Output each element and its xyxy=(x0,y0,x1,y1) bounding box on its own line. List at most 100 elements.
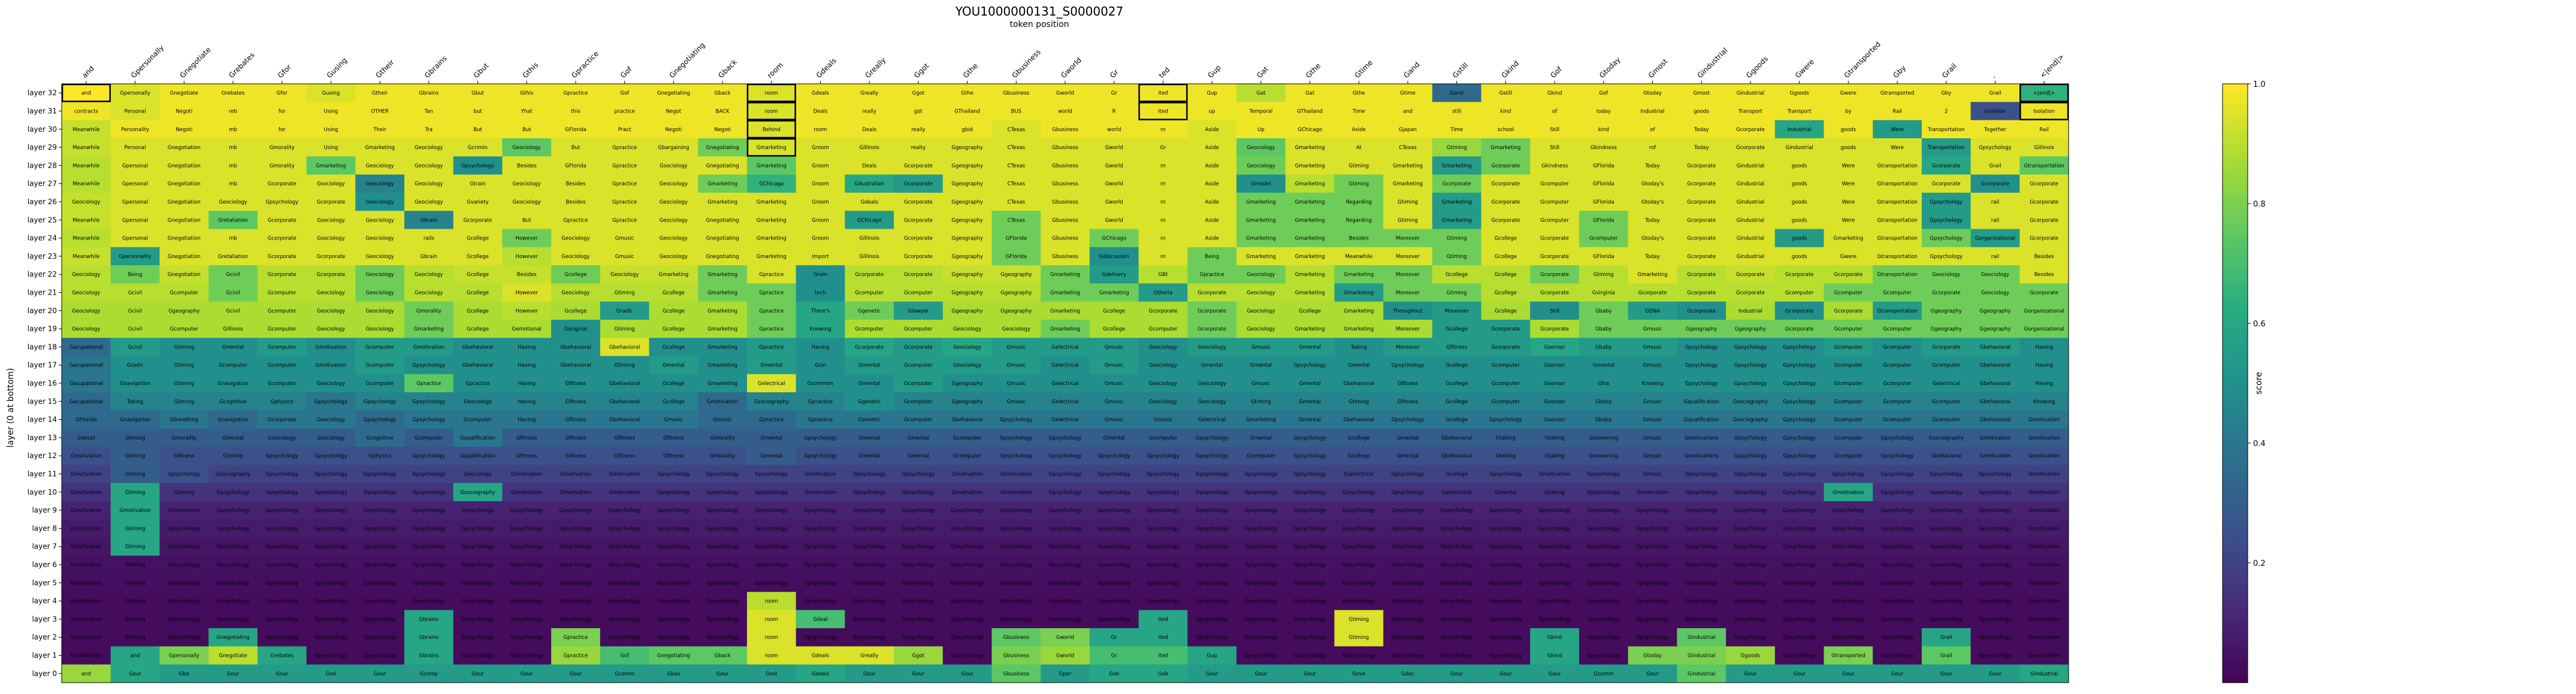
cell-label: Gpsychology xyxy=(461,163,494,169)
y-tick-label: layer 26 xyxy=(28,198,57,206)
heatmap-cell xyxy=(845,265,894,284)
heatmap-cell xyxy=(1334,555,1384,574)
cell-label: Gmotivation xyxy=(560,490,591,496)
heatmap-cell xyxy=(600,356,649,375)
heatmap-cell xyxy=(1921,174,1972,193)
heatmap-cell xyxy=(1824,610,1873,629)
heatmap-cell xyxy=(1873,555,1922,574)
heatmap-cell xyxy=(1089,483,1139,502)
heatmap-cell xyxy=(1873,483,1922,502)
cell-label: Gsensor xyxy=(1544,381,1565,387)
heatmap-cell xyxy=(698,138,748,157)
heatmap-cell xyxy=(1774,501,1824,520)
cell-label: Gcomputer xyxy=(464,417,492,423)
heatmap-cell xyxy=(1089,628,1139,647)
cell-label: Gpsychology xyxy=(657,526,690,532)
cell-label: Gour xyxy=(1793,671,1806,677)
heatmap-cell xyxy=(1970,156,2020,175)
heatmap-cell xyxy=(502,537,552,556)
cell-label: Up xyxy=(1257,127,1265,133)
colorbar-segment xyxy=(2223,178,2248,184)
heatmap-cell xyxy=(1138,211,1188,229)
heatmap-cell xyxy=(845,192,894,211)
heatmap-cell xyxy=(1041,265,1090,284)
heatmap-cell xyxy=(110,628,160,647)
heatmap-cell xyxy=(942,537,992,556)
heatmap-cell xyxy=(1921,319,1972,338)
cell-label: Geociology xyxy=(1981,272,2009,278)
heatmap-cell xyxy=(991,537,1041,556)
cell-label: Gtiming xyxy=(1398,199,1418,205)
cell-label: Gpsychology xyxy=(560,599,592,605)
heatmap-cell xyxy=(1579,319,1629,338)
cell-label: Gpsychology xyxy=(1097,490,1130,496)
heatmap-cell xyxy=(1089,338,1139,357)
heatmap-cell xyxy=(1089,211,1139,229)
cell-label: Gtiming xyxy=(125,526,146,532)
cell-label: Gpsychology xyxy=(1979,472,2012,478)
cell-label: Transportation xyxy=(1927,127,1964,133)
heatmap-cell xyxy=(2019,610,2069,629)
heatmap-cell xyxy=(306,646,356,665)
cell-label: rn xyxy=(1160,163,1166,169)
heatmap-cell xyxy=(1774,392,1824,411)
heatmap-cell xyxy=(1285,247,1335,266)
heatmap-cell xyxy=(1187,120,1237,139)
cell-label: Gmotivation xyxy=(71,562,102,568)
heatmap-cell xyxy=(1187,156,1237,175)
heatmap-cell xyxy=(1236,102,1286,121)
heatmap-cell xyxy=(698,483,748,502)
heatmap-cell xyxy=(208,211,258,229)
cell-label: Gpsychology xyxy=(1489,508,1522,514)
colorbar-segment xyxy=(2223,208,2248,214)
heatmap-cell xyxy=(1628,356,1677,375)
heatmap-cell xyxy=(649,483,699,502)
heatmap-cell xyxy=(796,628,845,647)
heatmap-cell xyxy=(1579,247,1629,266)
heatmap-cell xyxy=(746,283,797,302)
cell-label: Geociology xyxy=(365,236,394,242)
heatmap-cell xyxy=(257,356,307,375)
cell-label: Gpsychology xyxy=(265,580,298,586)
cell-label: rn xyxy=(1160,127,1166,133)
cell-label: Gpsychology xyxy=(608,562,641,568)
heatmap-cell xyxy=(845,338,894,357)
heatmap-cell xyxy=(1579,555,1629,574)
cell-label: Gpsychology xyxy=(853,635,886,641)
heatmap-cell xyxy=(257,410,307,429)
cell-label: Gcorporate xyxy=(1834,308,1863,314)
heatmap-cell xyxy=(404,610,454,629)
cell-label: Geociology xyxy=(1981,290,2009,296)
cell-label: Gpsychology xyxy=(1392,526,1425,532)
cell-label: Gcomputer xyxy=(1834,417,1863,423)
cell-label: Gpsychology xyxy=(1734,617,1767,623)
heatmap-cell xyxy=(355,519,405,538)
cell-label: Gthe xyxy=(961,90,973,96)
heatmap-cell xyxy=(1285,356,1335,375)
cell-label: Gmorality xyxy=(710,435,735,441)
heatmap-cell xyxy=(62,483,111,502)
cell-label: Their xyxy=(373,127,386,133)
heatmap-cell xyxy=(649,646,699,665)
heatmap-cell xyxy=(1970,283,2020,302)
cell-label: Gmental xyxy=(1250,435,1272,441)
heatmap-cell xyxy=(110,501,160,520)
heatmap-cell xyxy=(1873,301,1922,320)
heatmap-cell xyxy=(355,156,405,175)
heatmap-cell xyxy=(746,555,797,574)
heatmap-cell xyxy=(62,102,111,121)
heatmap-cell xyxy=(1530,265,1580,284)
cell-label: Aside xyxy=(1205,217,1219,223)
cell-label: Gsociography xyxy=(460,490,495,496)
heatmap-cell xyxy=(845,138,894,157)
cell-label: Gpsychology xyxy=(1049,508,1082,514)
cell-label: Gpsychology xyxy=(315,562,347,568)
cell-label: Gcorporate xyxy=(464,217,492,223)
heatmap-cell xyxy=(257,156,307,175)
cell-label: Gpsychology xyxy=(1783,580,1816,586)
heatmap-cell xyxy=(1774,301,1824,320)
cell-label: Gmarketing xyxy=(1246,417,1276,423)
cell-label: really xyxy=(911,127,926,133)
cell-label: Gcomputer xyxy=(1492,399,1520,405)
heatmap-cell xyxy=(1921,138,1972,157)
